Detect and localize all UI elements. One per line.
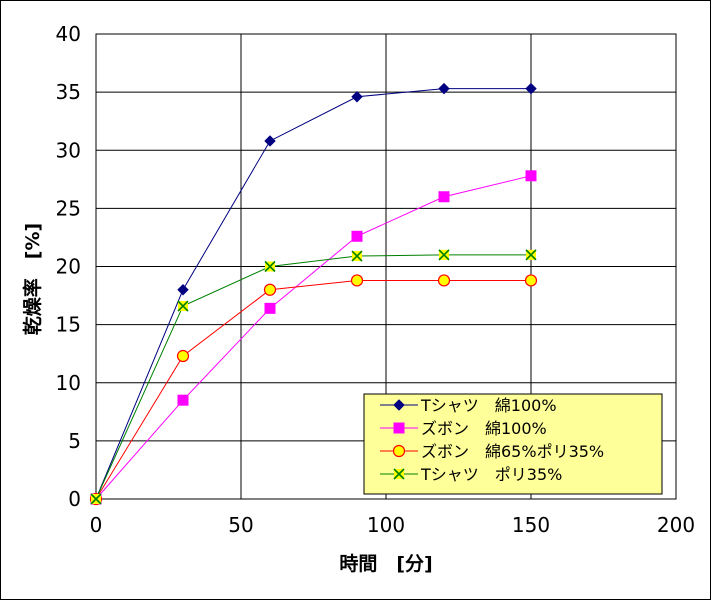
tick-labels: 0 5 10 15 20 25 30 35 40 0 50 100 150 200 <box>56 22 696 537</box>
x-marker-cross <box>177 300 189 312</box>
legend-box <box>363 393 663 495</box>
data-point <box>438 191 450 203</box>
data-point <box>177 300 189 312</box>
x-axis-title: 時間 [分] <box>339 553 432 575</box>
x-tick-label: 200 <box>657 513 695 537</box>
data-point <box>525 249 537 261</box>
legend-item: Tシャツ ポリ35% <box>380 465 562 484</box>
legend-item: Tシャツ 綿100% <box>380 396 557 415</box>
data-point <box>177 284 189 296</box>
data-point <box>525 170 537 182</box>
x-tick-label: 150 <box>512 513 550 537</box>
series-layer <box>89 82 538 506</box>
plot-area-frame <box>95 33 677 500</box>
data-point <box>264 260 276 273</box>
data-point <box>177 394 189 406</box>
x-marker-cross <box>525 249 537 261</box>
series-line <box>95 88 531 500</box>
series-3 <box>90 249 537 505</box>
legend-item: ズボン 綿100% <box>380 419 547 438</box>
data-point <box>438 82 450 95</box>
data-point <box>176 349 190 363</box>
y-axis-title: 乾燥率 [%] <box>21 223 44 335</box>
legend-marker <box>393 399 405 411</box>
data-point <box>264 302 276 314</box>
y-tick-label: 20 <box>56 255 81 279</box>
y-tick-label: 30 <box>56 138 81 162</box>
data-point <box>350 274 364 287</box>
y-tick-label: 35 <box>56 80 81 104</box>
x-tick-label: 100 <box>367 513 405 537</box>
data-point <box>438 249 450 261</box>
data-point <box>351 91 363 103</box>
data-point <box>351 250 363 262</box>
data-point <box>264 135 276 147</box>
legend-items: Tシャツ 綿100% ズボン 綿100% ズボン 綿65%ポリ35% Tシャツ ポリ3… <box>380 396 604 484</box>
series-line <box>95 254 531 500</box>
data-point <box>90 493 102 505</box>
series-line <box>95 175 532 500</box>
y-tick-label: 5 <box>68 429 81 453</box>
data-point <box>263 283 277 296</box>
x-tick-label: 50 <box>228 513 253 537</box>
x-marker-cross <box>393 468 405 480</box>
y-tick-label: 10 <box>56 371 81 395</box>
legend-label: Tシャツ ポリ35% <box>420 465 562 484</box>
y-tick-label: 0 <box>68 487 81 511</box>
data-point <box>437 274 451 287</box>
x-tick-label: 0 <box>90 513 103 537</box>
legend-label: ズボン 綿100% <box>421 419 547 438</box>
legend-marker <box>393 422 405 434</box>
y-tick-label: 40 <box>56 22 81 46</box>
legend: Tシャツ 綿100% ズボン 綿100% ズボン 綿65%ポリ35% Tシャツ ポリ3… <box>363 393 663 495</box>
legend-label: Tシャツ 綿100% <box>420 396 557 415</box>
data-point <box>524 274 538 287</box>
x-marker-cross <box>90 493 102 505</box>
x-marker-cross <box>351 250 363 262</box>
x-marker-cross <box>438 249 450 261</box>
legend-item: ズボン 綿65%ポリ35% <box>380 442 604 461</box>
y-tick-label: 15 <box>56 313 81 337</box>
data-point <box>351 230 363 242</box>
series-line <box>95 279 531 500</box>
legend-marker <box>392 444 406 458</box>
y-tick-label: 25 <box>56 196 81 220</box>
x-marker-cross <box>264 260 276 273</box>
data-point <box>525 82 537 95</box>
legend-label: ズボン 綿65%ポリ35% <box>421 442 604 461</box>
legend-marker <box>393 468 405 480</box>
